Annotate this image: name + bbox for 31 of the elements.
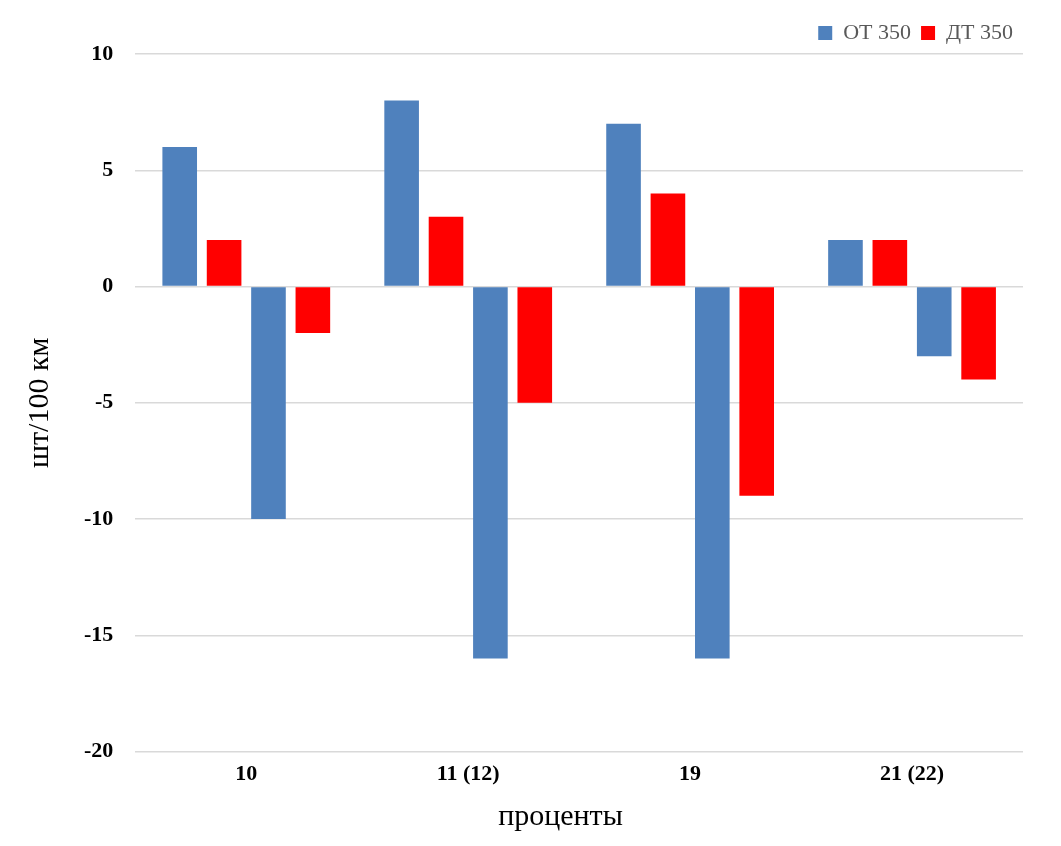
- y-tick-label: -10: [84, 504, 114, 530]
- bar: [295, 287, 331, 334]
- bar: [473, 287, 508, 659]
- y-tick-label: -15: [84, 621, 114, 647]
- x-axis-title: проценты: [497, 798, 624, 832]
- x-tick-label: 21 (22): [879, 760, 945, 786]
- x-tick-label: 19: [679, 760, 702, 786]
- y-axis-title: шт/100 км: [20, 337, 54, 469]
- y-tick-label: 0: [102, 272, 114, 298]
- y-tick-label: -20: [84, 737, 114, 763]
- bar: [650, 193, 686, 286]
- bar: [384, 100, 419, 286]
- legend-label: ОТ 350: [843, 18, 912, 44]
- bar: [872, 240, 908, 286]
- bar: [695, 287, 730, 659]
- x-tick-label: 10: [235, 760, 258, 786]
- bar: [428, 216, 464, 286]
- bar: [517, 287, 553, 403]
- bar: [961, 287, 996, 380]
- bar: [916, 287, 952, 357]
- legend-label: ДТ 350: [946, 18, 1014, 44]
- y-tick-label: -5: [95, 388, 114, 414]
- bar: [206, 240, 242, 286]
- bar: [739, 287, 775, 496]
- x-tick-label: 11 (12): [436, 760, 500, 786]
- y-tick-label: 10: [91, 39, 114, 65]
- bar: [162, 147, 198, 286]
- bar: [251, 287, 286, 520]
- y-tick-label: 5: [102, 155, 114, 181]
- bar: [828, 240, 863, 286]
- bar: [606, 123, 641, 286]
